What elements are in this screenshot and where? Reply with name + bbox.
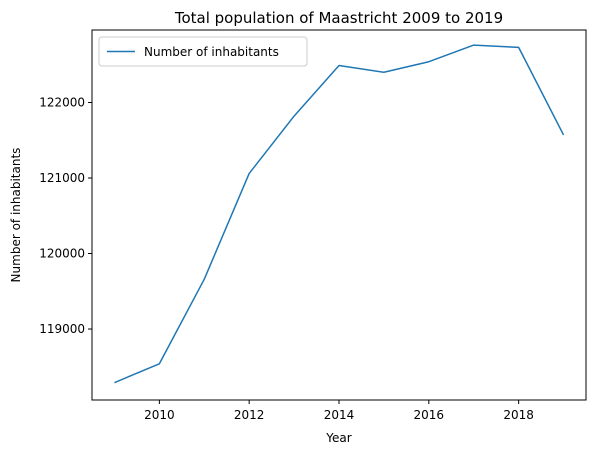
x-tick-label: 2018 [503, 408, 534, 422]
plot-frame [91, 29, 587, 401]
x-tick-label: 2014 [324, 408, 355, 422]
y-tick-label: 119000 [39, 322, 85, 336]
x-axis-ticks: 2010 2012 2014 2016 2018 [144, 400, 534, 422]
legend-box [98, 36, 308, 67]
series-line [114, 44, 565, 384]
y-tick-label: 121000 [39, 171, 85, 185]
y-tick-label: 120000 [39, 247, 85, 261]
x-tick-label: 2016 [414, 408, 445, 422]
y-axis-label: Number of inhabitants [9, 148, 23, 283]
legend: Number of inhabitants [98, 36, 308, 67]
x-axis-label: Year [325, 431, 351, 445]
series-layer [114, 44, 565, 384]
chart-title: Total population of Maastricht 2009 to 2… [174, 9, 503, 27]
y-tick-label: 122000 [39, 95, 85, 109]
plot-area [91, 29, 587, 401]
legend-label: Number of inhabitants [144, 45, 279, 59]
y-axis-ticks: 119000 120000 121000 122000 [39, 95, 92, 336]
x-tick-label: 2010 [144, 408, 175, 422]
x-tick-label: 2012 [234, 408, 265, 422]
